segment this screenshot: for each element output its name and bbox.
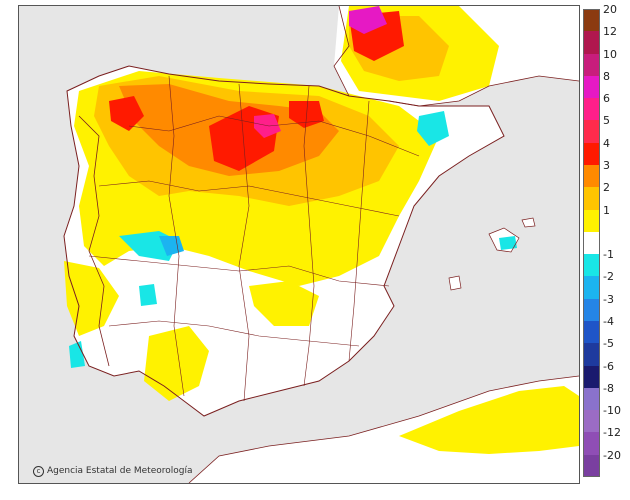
africa-land [189,376,579,483]
color-legend: 20 12 10 8 6 5 4 3 2 1 -1 -2 -3 -4 -5 -6 -8 -10 -12 -20 [583,3,629,477]
anomaly-plus1-africa [399,386,579,454]
legend-entry: -1 [583,248,629,277]
legend-entry: 12 [583,25,629,54]
legend-swatch [583,98,600,121]
legend-entry: 3 [583,159,629,188]
legend-swatch [583,231,600,255]
legend-entry: 1 [583,204,629,232]
legend-swatch [583,120,600,143]
legend-entry: 4 [583,137,629,165]
legend-label: 5 [603,114,610,128]
iberia-coastline [63,65,505,417]
legend-entry: -20 [583,449,629,477]
legend-swatch [583,53,600,76]
anomaly-plus1-portugal-south [64,261,119,336]
legend-entry: 8 [583,70,629,99]
anomaly-plus1-center [249,281,319,326]
anomaly-minus1-algarve [69,341,85,368]
legend-label: 1 [603,203,610,217]
legend-swatch [583,454,600,477]
legend-swatch [583,387,600,411]
legend-swatch [583,31,600,54]
anomaly-minus1-mallorca [499,236,517,250]
legend-entry: 5 [583,114,629,143]
legend-label: 4 [603,136,610,150]
legend-swatch [583,365,600,388]
legend-swatch [583,142,600,165]
legend-entry: -6 [583,360,629,388]
watermark: aemet [500,456,569,477]
legend-label: -10 [603,404,621,418]
legend-label: 3 [603,159,610,172]
menorca-island [522,218,535,227]
france-coastline [333,6,350,97]
legend-label: 20 [603,3,617,16]
legend-entry: -4 [583,315,629,344]
legend-label: -1 [603,248,614,262]
legend-entry: -8 [583,382,629,411]
balearic-outlines [448,217,536,291]
legend-swatch [583,254,600,277]
portugal-border [78,115,110,367]
legend-label: 8 [603,69,610,83]
legend-label: -4 [603,315,614,328]
legend-swatch [583,321,600,344]
credit-text: Agencia Estatal de Meteorología [47,466,193,476]
map-canvas [19,6,579,483]
legend-entry [583,231,629,255]
anomaly-minus1-southwest [139,284,157,306]
legend-swatch [583,343,600,366]
anomaly-plus8-france [349,6,387,34]
legend-entry: 10 [583,48,629,76]
legend-label: -6 [603,359,614,373]
legend-entry: -2 [583,270,629,299]
legend-swatch [583,432,600,455]
legend-label: 10 [603,47,617,61]
map-credit: c Agencia Estatal de Meteorología [33,466,193,477]
legend-entry: -12 [583,426,629,455]
legend-label: -3 [603,292,614,306]
legend-swatch [583,187,600,210]
anomaly-minus1-aragon [417,111,449,146]
legend-swatch [583,9,600,32]
pyrenees-border [388,75,579,107]
legend-entry: -5 [583,337,629,366]
anomaly-map[interactable]: c Agencia Estatal de Meteorología aemet [18,5,580,484]
legend-label: -5 [603,337,614,351]
ibiza-island [449,276,461,290]
legend-entry: 20 [583,3,629,32]
legend-swatch [583,75,600,99]
legend-entry: 6 [583,92,629,121]
province-borders [88,75,420,402]
legend-entry: -3 [583,293,629,321]
legend-label: -20 [603,448,621,462]
legend-label: 6 [603,92,610,106]
legend-label: -8 [603,381,614,395]
legend-label: 2 [603,181,610,195]
anomaly-minus2-west [159,236,184,256]
legend-swatch [583,276,600,299]
legend-swatch [583,410,600,433]
legend-label: 12 [603,25,617,39]
legend-swatch [583,165,600,188]
anomaly-plus1-andalusia [144,326,209,401]
legend-swatch [583,209,600,232]
legend-label: -2 [603,270,614,284]
africa-coastline [188,375,579,483]
legend-label: -12 [603,426,621,440]
anomaly-plus4-galicia [109,96,144,131]
copyright-icon: c [33,466,44,477]
legend-entry: 2 [583,181,629,210]
legend-swatch [583,298,600,321]
legend-entry: -10 [583,404,629,433]
